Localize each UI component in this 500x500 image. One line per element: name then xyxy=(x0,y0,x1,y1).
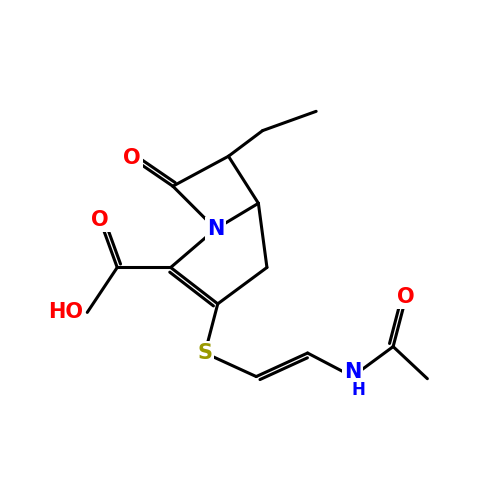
Text: HO: HO xyxy=(48,302,83,322)
Text: O: O xyxy=(124,148,141,169)
Text: N: N xyxy=(207,219,224,239)
Text: S: S xyxy=(198,343,212,363)
Text: H: H xyxy=(352,381,366,399)
Text: O: O xyxy=(92,210,109,231)
Text: O: O xyxy=(397,288,415,308)
Text: N: N xyxy=(344,362,361,382)
